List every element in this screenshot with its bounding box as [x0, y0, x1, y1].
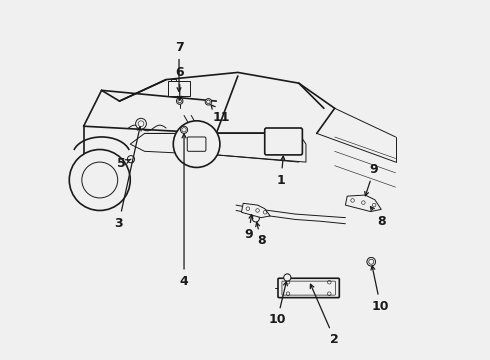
Circle shape	[127, 156, 135, 163]
Circle shape	[367, 257, 375, 266]
Text: 10: 10	[269, 282, 287, 327]
FancyBboxPatch shape	[278, 278, 339, 298]
Text: 9: 9	[365, 163, 378, 196]
Circle shape	[205, 99, 212, 105]
Text: 7: 7	[174, 41, 183, 91]
Text: 3: 3	[115, 127, 141, 230]
Text: 6: 6	[175, 66, 184, 100]
Text: 1: 1	[276, 156, 285, 186]
Circle shape	[176, 98, 183, 104]
Text: 8: 8	[370, 207, 386, 228]
FancyBboxPatch shape	[168, 81, 190, 96]
Text: 10: 10	[371, 266, 389, 313]
Text: 11: 11	[211, 105, 230, 124]
Circle shape	[252, 215, 259, 222]
Text: 8: 8	[256, 222, 266, 247]
Circle shape	[180, 126, 188, 134]
Circle shape	[284, 274, 291, 281]
Polygon shape	[242, 203, 270, 218]
Text: 2: 2	[310, 284, 339, 346]
Circle shape	[365, 200, 371, 207]
Circle shape	[136, 118, 147, 129]
Polygon shape	[345, 195, 381, 212]
Text: 5: 5	[117, 157, 131, 170]
FancyBboxPatch shape	[265, 128, 302, 155]
Ellipse shape	[173, 121, 220, 167]
FancyBboxPatch shape	[187, 137, 206, 151]
FancyBboxPatch shape	[172, 78, 176, 81]
Text: 4: 4	[180, 134, 189, 288]
Ellipse shape	[69, 149, 130, 211]
Circle shape	[190, 138, 203, 150]
Text: 9: 9	[245, 215, 253, 241]
